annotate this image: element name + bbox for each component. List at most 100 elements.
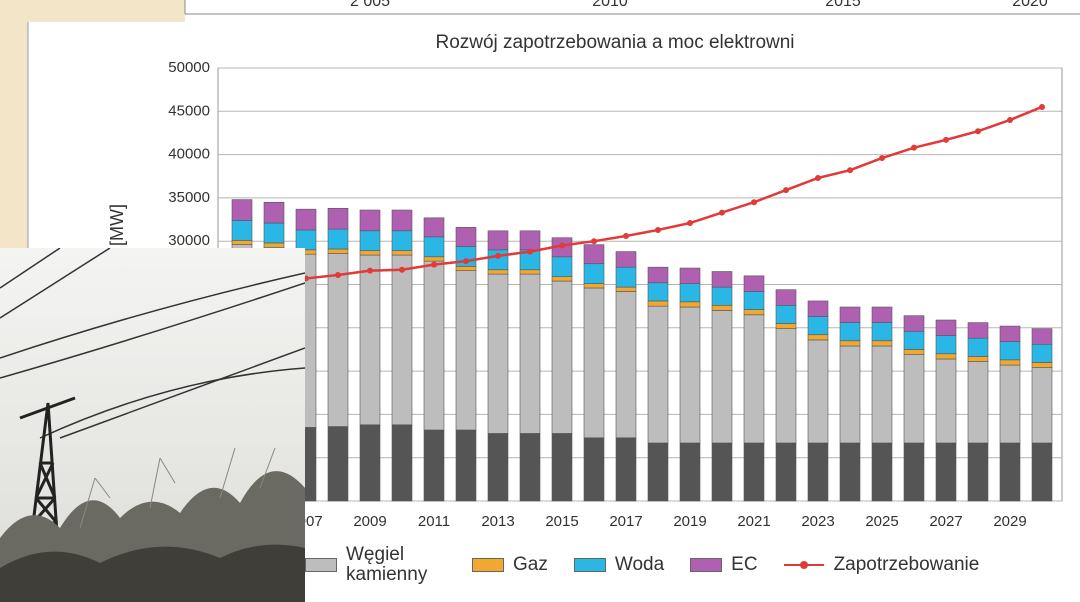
bar-segment: [616, 267, 636, 287]
bar-segment: [264, 243, 284, 247]
point: [399, 267, 405, 273]
x-tick-label: 2019: [673, 513, 706, 530]
bar-segment: [904, 443, 924, 501]
bar-segment: [776, 290, 796, 306]
chart-title: Rozwój zapotrzebowania a moc elektrowni: [435, 32, 794, 53]
point: [431, 262, 437, 268]
legend-swatch: [574, 558, 606, 572]
bar-segment: [552, 281, 572, 433]
bar-segment: [1000, 326, 1020, 342]
bar-segment: [328, 208, 348, 229]
x-tick-label: 2013: [481, 513, 514, 530]
bar-segment: [936, 336, 956, 354]
legend-swatch: [305, 558, 337, 572]
point: [783, 187, 789, 193]
bar-segment: [488, 231, 508, 250]
bar-segment: [968, 323, 988, 339]
bar-segment: [872, 341, 892, 346]
bar-segment: [232, 200, 252, 221]
bar-segment: [392, 255, 412, 425]
page: 2 005 2010 2015 2020 Rozwój zapotrzebowa…: [0, 0, 1080, 602]
point: [815, 175, 821, 181]
x-tick-label: 2025: [865, 513, 898, 530]
bar-segment: [648, 306, 668, 443]
bar-segment: [840, 341, 860, 346]
bar-segment: [264, 202, 284, 223]
bar-segment: [488, 433, 508, 501]
bar-segment: [936, 443, 956, 501]
bar-segment: [936, 354, 956, 359]
bar-segment: [584, 284, 604, 288]
legend-item: EC: [690, 554, 757, 576]
bar-segment: [424, 257, 444, 261]
bar-segment: [904, 355, 924, 443]
point: [687, 220, 693, 226]
bar-segment: [872, 443, 892, 501]
x-tick-label: 2029: [993, 513, 1026, 530]
legend-swatch: [472, 558, 504, 572]
point: [1007, 117, 1013, 123]
x-tick-label: 2017: [609, 513, 642, 530]
bar-segment: [328, 253, 348, 426]
bar-segment: [680, 268, 700, 284]
bar-segment: [232, 240, 252, 244]
bar-segment: [680, 302, 700, 307]
bar-segment: [648, 443, 668, 501]
side-panel: [0, 0, 28, 260]
bar-segment: [776, 443, 796, 501]
point: [335, 272, 341, 278]
point: [655, 227, 661, 233]
bar-segment: [1000, 365, 1020, 443]
point: [943, 137, 949, 143]
bar-segment: [680, 307, 700, 443]
bar-segment: [840, 443, 860, 501]
bar-segment: [1032, 329, 1052, 345]
point: [879, 155, 885, 161]
top-label: 2015: [825, 0, 861, 10]
bar-segment: [328, 249, 348, 253]
bar-segment: [872, 346, 892, 443]
bar-segment: [328, 229, 348, 249]
legend-item: Woda: [574, 554, 664, 576]
bar-segment: [456, 266, 476, 270]
bar-segment: [680, 443, 700, 501]
bar-segment: [296, 230, 316, 250]
x-tick-label: 2011: [418, 513, 450, 530]
bar-segment: [360, 251, 380, 255]
bar-segment: [584, 438, 604, 501]
bar-segment: [744, 443, 764, 501]
bar-segment: [872, 323, 892, 341]
bar-segment: [360, 231, 380, 251]
top-label: 2010: [592, 0, 628, 10]
legend-label: Woda: [615, 554, 664, 576]
bar-segment: [360, 425, 380, 501]
bar-segment: [520, 270, 540, 274]
x-tick-label: 2023: [801, 513, 834, 530]
point: [847, 167, 853, 173]
bar-segment: [456, 271, 476, 430]
bar-segment: [424, 430, 444, 501]
bar-segment: [968, 443, 988, 501]
x-tick-label: 2027: [929, 513, 962, 530]
top-label: 2020: [1012, 0, 1048, 10]
legend-item: Zapotrzebowanie: [784, 554, 980, 576]
bar-segment: [1000, 342, 1020, 360]
bar-segment: [712, 310, 732, 442]
bar-segment: [488, 270, 508, 274]
bar-segment: [776, 305, 796, 323]
bar-segment: [552, 257, 572, 277]
y-tick-label: 40000: [168, 146, 210, 163]
bar-segment: [424, 261, 444, 430]
bar-segment: [1000, 443, 1020, 501]
bar-segment: [936, 359, 956, 443]
bar-segment: [808, 340, 828, 443]
bar-segment: [808, 317, 828, 335]
bar-segment: [968, 356, 988, 361]
bar-segment: [648, 301, 668, 306]
bar-segment: [872, 307, 892, 323]
x-tick-label: 2021: [737, 513, 770, 530]
bar-segment: [1032, 443, 1052, 501]
bar-segment: [808, 335, 828, 340]
point: [911, 145, 917, 151]
y-tick-label: 30000: [168, 232, 210, 249]
